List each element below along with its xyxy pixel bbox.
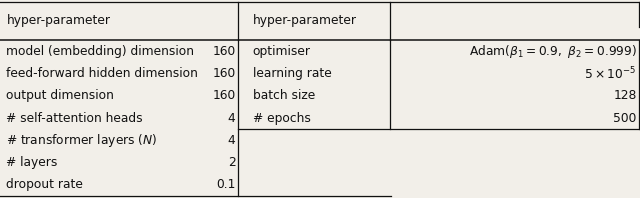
Text: # transformer layers ($N$): # transformer layers ($N$) <box>6 132 158 149</box>
Text: hyper-parameter: hyper-parameter <box>253 14 357 27</box>
Text: 160: 160 <box>212 89 236 102</box>
Text: batch size: batch size <box>253 89 315 102</box>
Text: hyper-parameter: hyper-parameter <box>6 14 111 27</box>
Text: learning rate: learning rate <box>253 67 332 80</box>
Text: 500: 500 <box>613 111 637 125</box>
Text: 4: 4 <box>228 111 236 125</box>
Text: dropout rate: dropout rate <box>6 178 83 191</box>
Text: model (embedding) dimension: model (embedding) dimension <box>6 45 195 58</box>
Text: feed-forward hidden dimension: feed-forward hidden dimension <box>6 67 198 80</box>
Text: 160: 160 <box>212 45 236 58</box>
Text: 0.1: 0.1 <box>216 178 236 191</box>
Text: # layers: # layers <box>6 156 58 169</box>
Text: 128: 128 <box>613 89 637 102</box>
Text: $\mathrm{Adam}(\beta_1{=}0.9,\ \beta_2{=}0.999)$: $\mathrm{Adam}(\beta_1{=}0.9,\ \beta_2{=… <box>468 43 637 60</box>
Text: 160: 160 <box>212 67 236 80</box>
Text: $5 \times 10^{-5}$: $5 \times 10^{-5}$ <box>584 65 637 82</box>
Text: # self-attention heads: # self-attention heads <box>6 111 143 125</box>
Text: 2: 2 <box>228 156 236 169</box>
Text: 4: 4 <box>228 134 236 147</box>
Text: # epochs: # epochs <box>253 111 310 125</box>
Text: optimiser: optimiser <box>253 45 311 58</box>
Text: output dimension: output dimension <box>6 89 115 102</box>
